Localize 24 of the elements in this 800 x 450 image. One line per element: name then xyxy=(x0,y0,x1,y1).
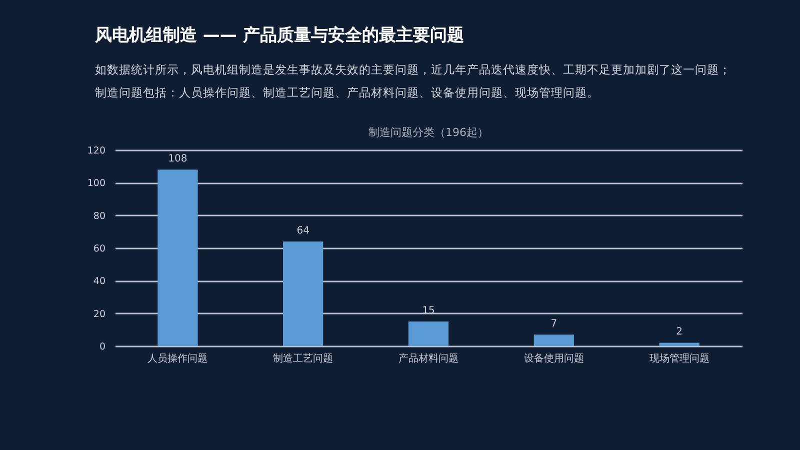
y-tick-label: 20 xyxy=(93,308,106,320)
bar xyxy=(158,170,198,346)
y-tick-label: 100 xyxy=(87,178,106,190)
bar xyxy=(659,342,700,346)
chart-subtitle: 如数据统计所示，风电机组制造是发生事故及失效的主要问题，近几年产品迭代速度快、工期不足更加加剧了这一问题；制造问题包括：人员操作问题、制造工艺问题、产品材料问题、设备使用问题、现场管理问题。 xyxy=(95,62,731,100)
chart-title: 风电机组制造 —— 产品质量与安全的最主要问题 xyxy=(94,26,464,46)
data-label: 2 xyxy=(676,326,682,338)
y-tick-label: 80 xyxy=(93,210,106,222)
text: 制造问题分类（196起） xyxy=(368,126,488,139)
data-label: 7 xyxy=(550,318,558,330)
y-tick-label: 0 xyxy=(99,342,106,352)
y-tick-label: 60 xyxy=(93,244,106,254)
y-tick-label: 40 xyxy=(93,276,106,288)
x-tick-label: 人员操作问题 xyxy=(148,352,208,364)
x-tick-label: 产品材料问题 xyxy=(398,352,458,364)
data-label: 64 xyxy=(296,225,310,236)
bar xyxy=(408,322,449,346)
bar xyxy=(283,241,324,346)
data-label: 108 xyxy=(168,154,188,165)
y-tick-label: 120 xyxy=(87,146,106,156)
x-tick-label: 设备使用问题 xyxy=(524,352,584,364)
x-tick-label: 现场管理问题 xyxy=(649,352,710,364)
bar xyxy=(534,334,574,346)
x-tick-label: 制造工艺问题 xyxy=(273,352,334,364)
